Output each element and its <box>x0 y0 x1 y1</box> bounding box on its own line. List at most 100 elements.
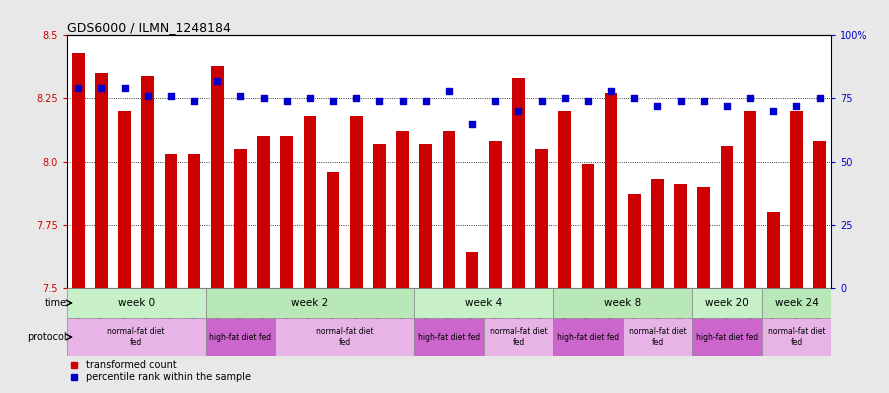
Point <box>627 95 641 102</box>
Point <box>651 103 665 109</box>
Bar <box>280 136 293 288</box>
Point <box>94 85 108 92</box>
Point <box>233 93 247 99</box>
Text: normal-fat diet
fed: normal-fat diet fed <box>767 327 825 347</box>
Bar <box>553 288 693 318</box>
Point <box>697 98 711 104</box>
Text: normal-fat diet
fed: normal-fat diet fed <box>490 327 548 347</box>
Point <box>210 78 224 84</box>
Bar <box>674 184 687 288</box>
Bar <box>350 116 363 288</box>
Point <box>674 98 688 104</box>
Text: normal-fat diet
fed: normal-fat diet fed <box>108 327 165 347</box>
Bar <box>67 288 205 318</box>
Bar <box>558 111 571 288</box>
Bar <box>512 78 525 288</box>
Text: normal-fat diet
fed: normal-fat diet fed <box>629 327 686 347</box>
Bar <box>744 111 757 288</box>
Point <box>442 88 456 94</box>
Text: week 2: week 2 <box>292 298 329 308</box>
Bar <box>420 144 432 288</box>
Point <box>557 95 572 102</box>
Point <box>581 98 595 104</box>
Bar <box>628 195 641 288</box>
Text: GDS6000 / ILMN_1248184: GDS6000 / ILMN_1248184 <box>67 21 230 34</box>
Point <box>720 103 734 109</box>
Bar <box>813 141 826 288</box>
Point <box>117 85 132 92</box>
Point <box>766 108 781 114</box>
Bar <box>205 318 276 356</box>
Bar <box>118 111 131 288</box>
Bar <box>535 149 548 288</box>
Text: high-fat diet fed: high-fat diet fed <box>557 332 619 342</box>
Point <box>372 98 387 104</box>
Point <box>257 95 271 102</box>
Bar <box>581 164 595 288</box>
Point <box>743 95 757 102</box>
Bar <box>257 136 270 288</box>
Bar <box>721 147 733 288</box>
Bar <box>67 318 205 356</box>
Bar <box>414 318 484 356</box>
Bar <box>762 318 831 356</box>
Bar <box>622 318 693 356</box>
Bar <box>396 131 409 288</box>
Bar <box>693 318 762 356</box>
Text: week 8: week 8 <box>605 298 641 308</box>
Point <box>140 93 155 99</box>
Point <box>465 121 479 127</box>
Bar <box>303 116 316 288</box>
Bar <box>693 288 762 318</box>
Bar <box>790 111 803 288</box>
Bar <box>327 172 340 288</box>
Bar <box>211 66 224 288</box>
Text: normal-fat diet
fed: normal-fat diet fed <box>316 327 373 347</box>
Bar <box>188 154 201 288</box>
Text: transformed count: transformed count <box>85 360 177 370</box>
Bar <box>762 288 831 318</box>
Bar <box>466 252 478 288</box>
Point <box>488 98 502 104</box>
Text: time: time <box>44 298 67 308</box>
Text: high-fat diet fed: high-fat diet fed <box>210 332 271 342</box>
Bar <box>484 318 553 356</box>
Point <box>71 85 85 92</box>
Bar <box>95 73 108 288</box>
Point <box>187 98 201 104</box>
Point <box>303 95 317 102</box>
Point <box>604 88 618 94</box>
Bar <box>234 149 247 288</box>
Bar <box>414 288 553 318</box>
Bar <box>651 179 664 288</box>
Bar <box>605 94 618 288</box>
Text: week 24: week 24 <box>774 298 819 308</box>
Text: high-fat diet fed: high-fat diet fed <box>418 332 480 342</box>
Point <box>419 98 433 104</box>
Text: high-fat diet fed: high-fat diet fed <box>696 332 758 342</box>
Point <box>349 95 364 102</box>
Bar <box>205 288 414 318</box>
Point <box>534 98 549 104</box>
Bar <box>698 187 710 288</box>
Bar <box>141 76 154 288</box>
Point <box>326 98 340 104</box>
Text: percentile rank within the sample: percentile rank within the sample <box>85 373 251 382</box>
Bar <box>553 318 622 356</box>
Bar <box>373 144 386 288</box>
Bar <box>72 53 84 288</box>
Point <box>280 98 294 104</box>
Point <box>789 103 804 109</box>
Point <box>164 93 178 99</box>
Point <box>511 108 525 114</box>
Text: week 4: week 4 <box>465 298 502 308</box>
Text: week 0: week 0 <box>117 298 155 308</box>
Bar <box>164 154 177 288</box>
Point <box>396 98 410 104</box>
Bar <box>489 141 501 288</box>
Bar <box>276 318 414 356</box>
Bar <box>443 131 455 288</box>
Text: protocol: protocol <box>28 332 67 342</box>
Point <box>813 95 827 102</box>
Bar <box>767 212 780 288</box>
